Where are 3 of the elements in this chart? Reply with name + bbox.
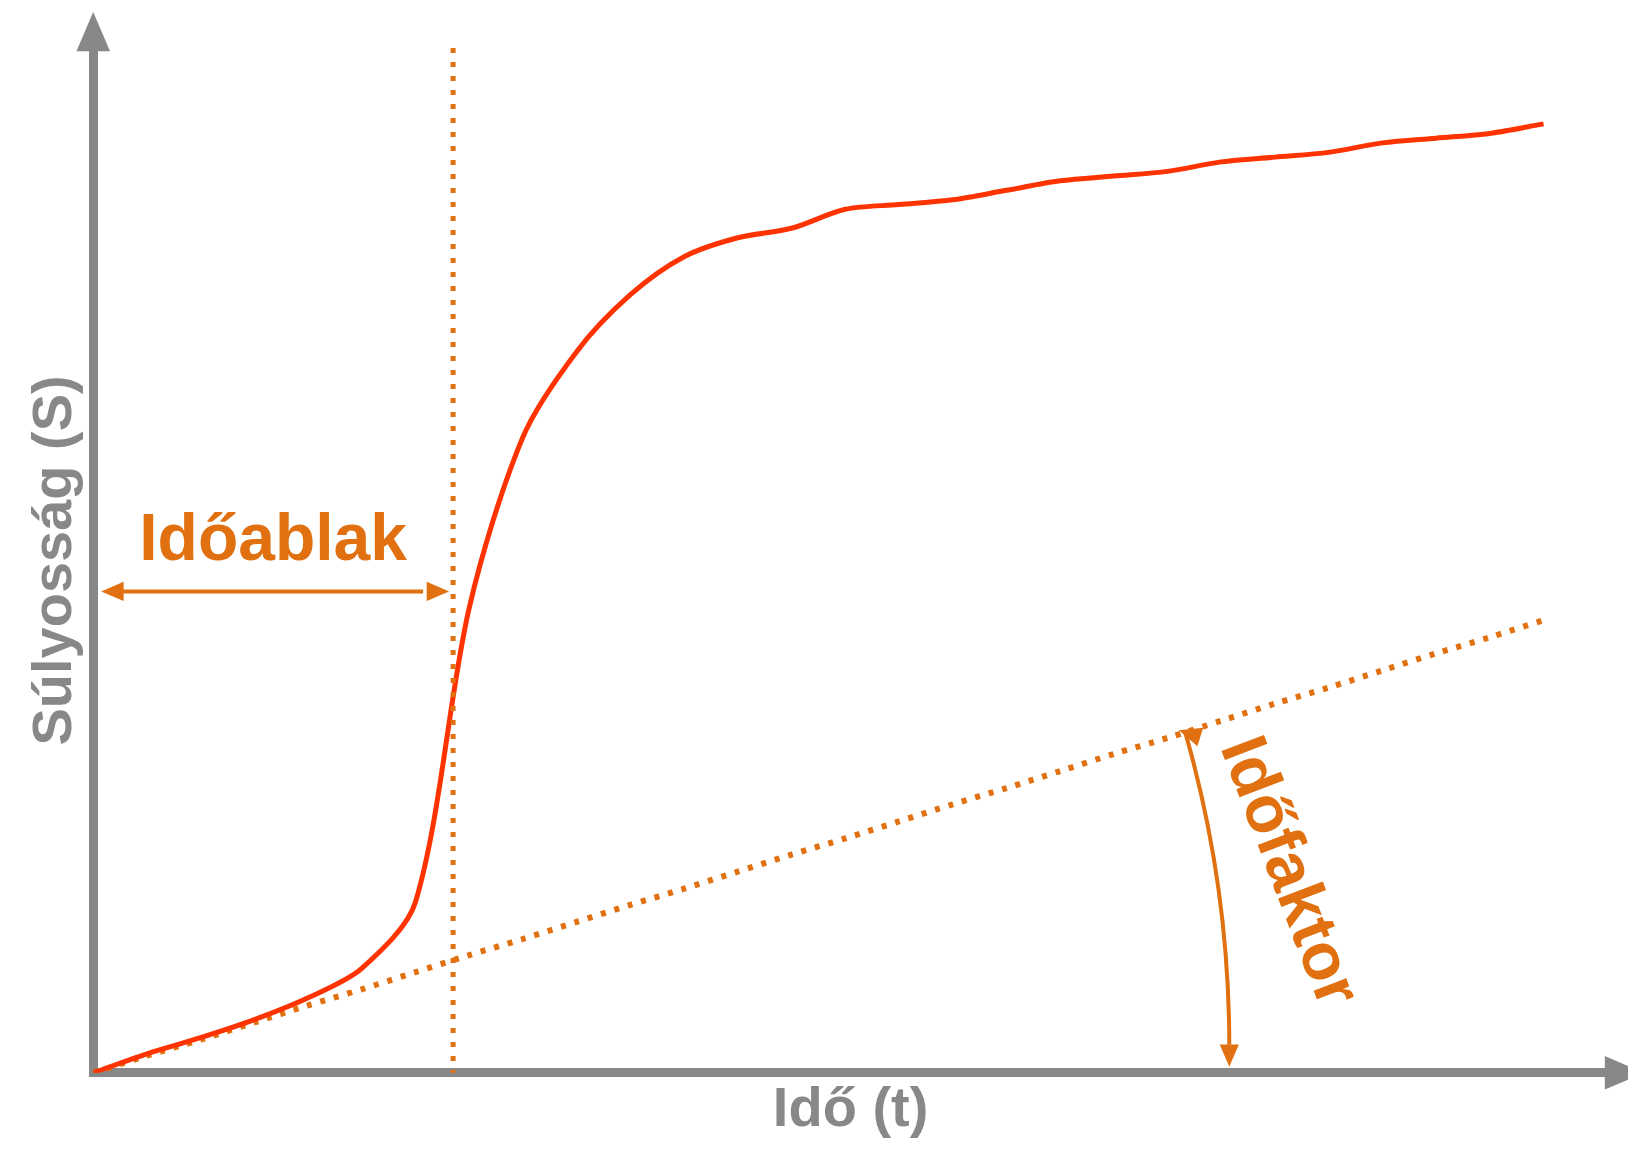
annotation: Időablak xyxy=(139,499,408,574)
y-axis-title: Súlyosság (S) xyxy=(20,375,84,746)
x-axis-title: Idő (t) xyxy=(772,1074,929,1138)
